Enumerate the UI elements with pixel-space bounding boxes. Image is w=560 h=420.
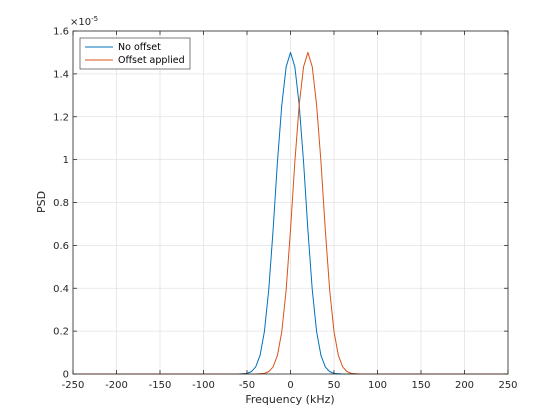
y-tick-label: 0.2: [53, 327, 69, 338]
legend-label-no-offset: No offset: [118, 42, 161, 53]
legend-label-offset-applied: Offset applied: [118, 55, 185, 66]
y-tick-label: 1.2: [53, 112, 69, 123]
y-axis-title: PSD: [35, 191, 48, 213]
x-tick-label: 150: [411, 380, 430, 391]
x-axis-title: Frequency (kHz): [245, 393, 334, 406]
x-tick-label: -50: [239, 380, 255, 391]
legend-box: [79, 37, 191, 70]
x-tick-label: -250: [62, 380, 85, 391]
y-tick-label: 0.8: [53, 198, 69, 209]
x-tick-label: 0: [287, 380, 293, 391]
series-line-offset-applied: [73, 51, 508, 375]
x-tick-label: 200: [455, 380, 474, 391]
y-tick-label: 0: [63, 370, 69, 381]
x-tick-label: 250: [498, 380, 517, 391]
x-tick-label: -200: [105, 380, 128, 391]
y-tick-label: 1.6: [53, 27, 69, 38]
y-tick-label: 1.4: [53, 69, 69, 80]
legend: No offset Offset applied: [79, 37, 191, 70]
series-line-no-offset: [73, 51, 508, 375]
x-tick-label: -150: [149, 380, 172, 391]
x-tick-label: -100: [192, 380, 215, 391]
y-tick-label: 0.4: [53, 284, 69, 295]
x-tick-label: 50: [328, 380, 341, 391]
x-tick-label: 100: [368, 380, 387, 391]
y-tick-label: 1: [63, 155, 69, 166]
axis-ticks: -250 -200 -150 -100 -50 0 50 100 150 200 250 0 0.2 0.…: [53, 27, 517, 392]
y-exponent-label: ×10-5: [70, 15, 98, 28]
y-tick-label: 0.6: [53, 241, 69, 252]
series-group: [73, 51, 508, 375]
